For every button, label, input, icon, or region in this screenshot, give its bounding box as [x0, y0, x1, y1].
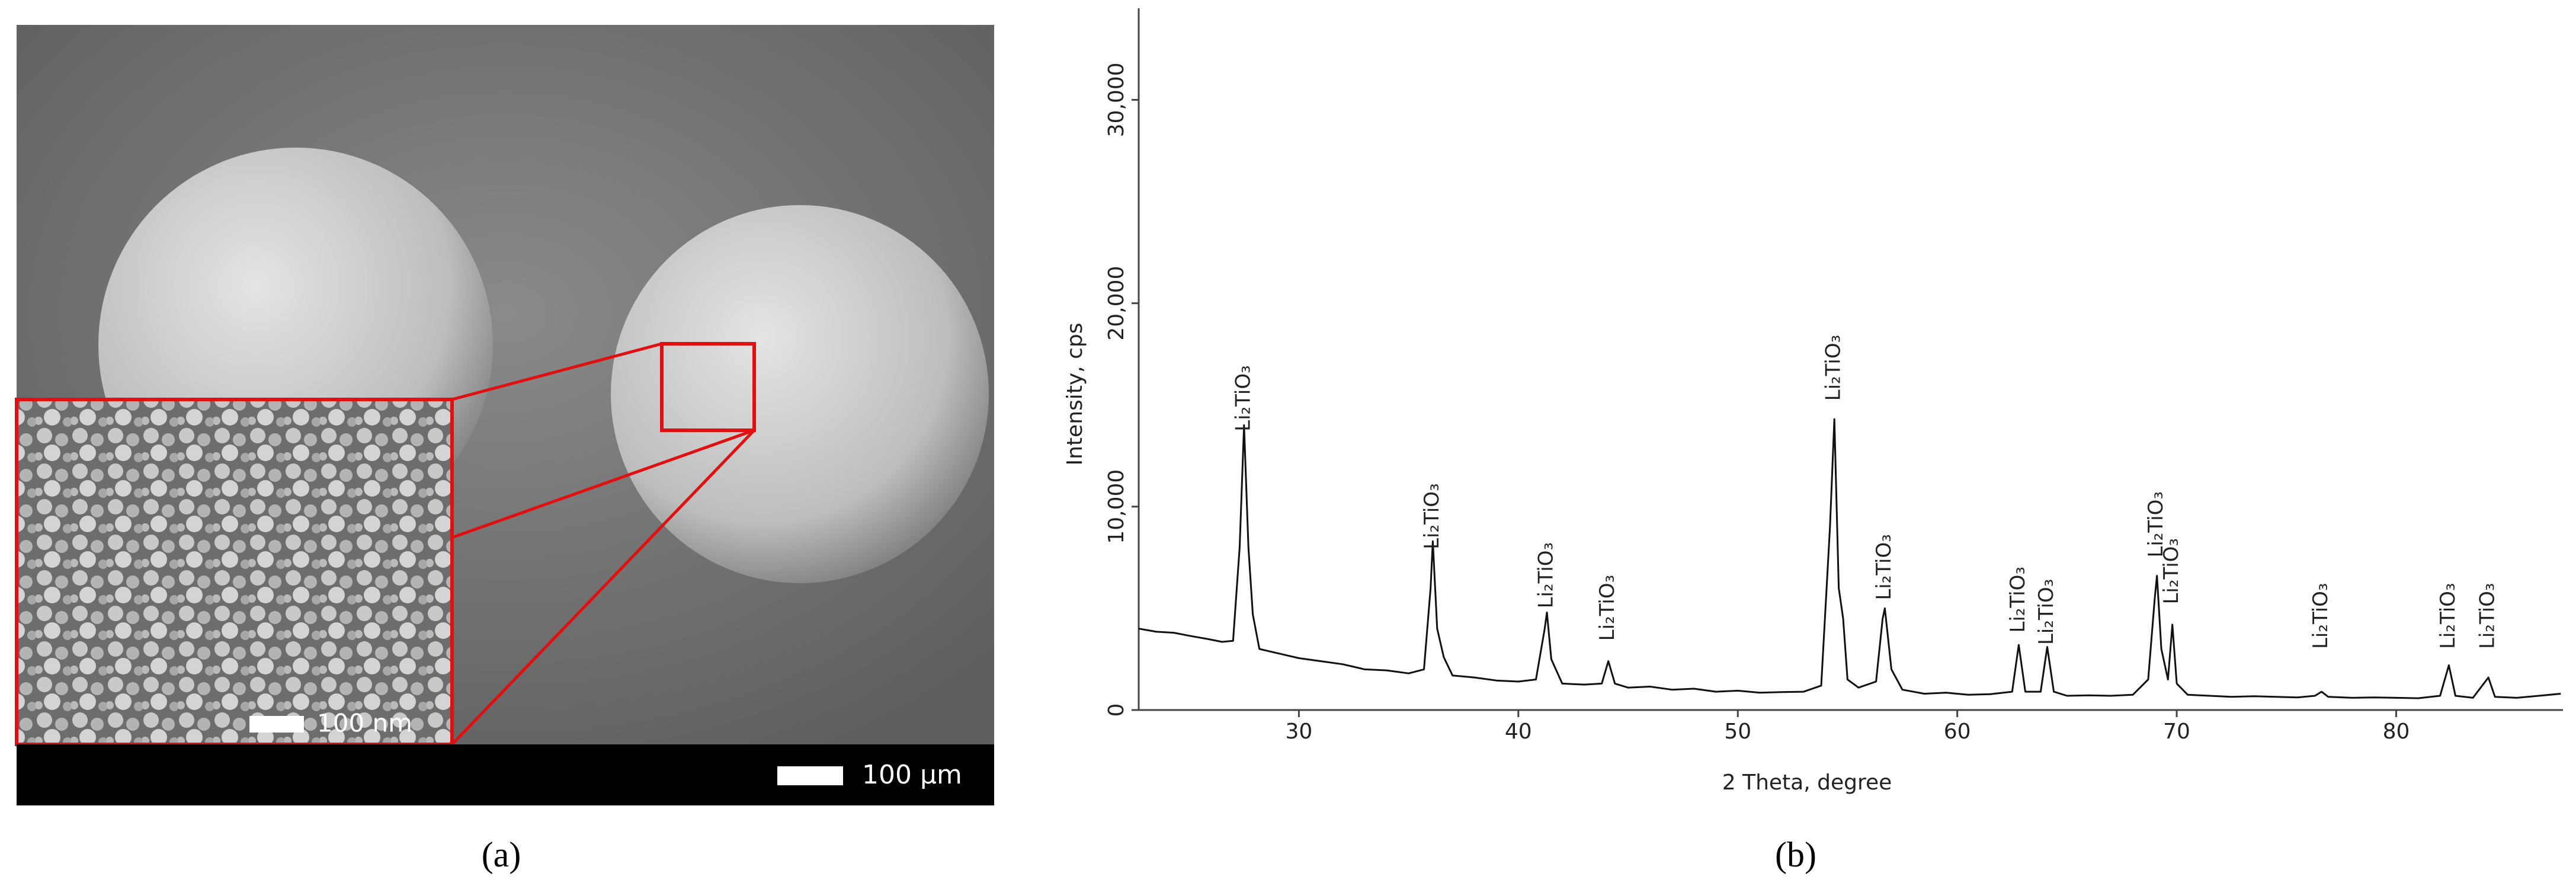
caption: (b)	[1775, 835, 1816, 874]
peak-label: Li₂TiO₃	[1420, 483, 1444, 549]
x-tick-label: 70	[2163, 719, 2190, 744]
y-tick-label: 0	[1104, 703, 1129, 717]
pattern-line	[1138, 418, 2561, 699]
x-tick-label: 30	[1285, 719, 1312, 744]
peak-label: Li₂TiO₃	[1595, 575, 1619, 641]
y-axis-label: Intensity, cps	[1063, 323, 1087, 466]
x-tick-label: 40	[1505, 719, 1532, 744]
x-axis-label: 2 Theta, degree	[1722, 770, 1892, 795]
sphere	[611, 205, 989, 583]
x-tick-label: 60	[1944, 719, 1971, 744]
peak-label: Li₂TiO₃	[2006, 567, 2030, 633]
inset-image	[15, 398, 454, 746]
x-tick-label: 50	[1724, 719, 1751, 744]
scale-strip	[17, 744, 994, 805]
peak-label: Li₂TiO₃	[2309, 583, 2333, 649]
peak-label: Li₂TiO₃	[1872, 534, 1896, 600]
peak-label: Li₂TiO₃	[1534, 542, 1558, 609]
inset-scale-bar	[249, 716, 304, 733]
caption: (a)	[482, 835, 521, 874]
peak-label: Li₂TiO₃	[2144, 491, 2168, 558]
inset-scale-label: 100 nm	[317, 709, 412, 738]
y-tick-label: 10,000	[1104, 469, 1129, 544]
xrd-chart: (b) 2 Theta, degree Intensity, cps 30 40 5…	[1063, 8, 2563, 874]
peak-label: Li₂TiO₃	[2436, 583, 2460, 649]
peak-label: Li₂TiO₃	[2160, 538, 2183, 605]
y-tick-label: 20,000	[1104, 266, 1129, 341]
scale-label: 100 µm	[862, 760, 962, 790]
scale-bar	[777, 766, 843, 785]
sem-panel: 100 µm 100 nm (a)	[15, 25, 994, 874]
x-tick-label: 80	[2383, 719, 2410, 744]
peak-label: Li₂TiO₃	[1822, 335, 1846, 401]
peak-label: Li₂TiO₃	[2034, 579, 2058, 645]
zoom-lines	[451, 342, 755, 746]
peak-label: Li₂TiO₃	[1231, 365, 1255, 431]
peak-label: Li₂TiO₃	[2476, 583, 2500, 649]
y-tick-label: 30,000	[1104, 62, 1129, 137]
